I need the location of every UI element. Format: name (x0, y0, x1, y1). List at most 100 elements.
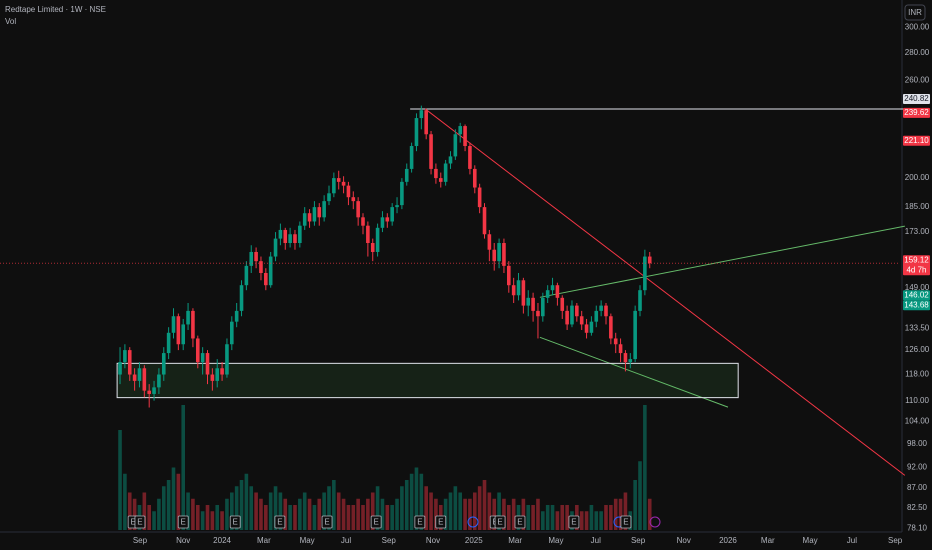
candle-body (385, 217, 390, 222)
currency-label[interactable]: INR (908, 8, 922, 17)
candle-body (502, 243, 506, 266)
candle-body (312, 207, 317, 222)
x-tick-label: Jul (341, 536, 351, 545)
volume-bar (623, 492, 628, 530)
y-tick-label: 300.00 (905, 22, 930, 31)
candle-body (132, 374, 137, 381)
candle-body (570, 305, 574, 325)
earnings-label: E (233, 518, 238, 527)
y-tick-label: 110.00 (905, 396, 929, 405)
earnings-label: E (277, 518, 282, 527)
x-tick-label: 2025 (465, 536, 483, 545)
volume-bar (254, 492, 258, 530)
candle-body (336, 178, 341, 182)
candle-body (127, 350, 132, 375)
y-tick-label: 104.00 (905, 417, 930, 426)
volume-bar (579, 511, 584, 530)
dividend-icon[interactable] (467, 516, 479, 528)
price-label: 159.12 (904, 255, 929, 264)
candle-body (278, 229, 283, 239)
candle-body (575, 305, 579, 317)
x-tick-label: Nov (677, 536, 691, 545)
price-label: 146.02 (904, 290, 929, 299)
candle-body (555, 285, 560, 298)
support-zone (116, 362, 739, 399)
volume-bar (298, 498, 302, 530)
earnings-label: E (517, 518, 522, 527)
split-icon[interactable] (649, 516, 661, 528)
candle-body (589, 321, 594, 333)
volume-bar (195, 505, 200, 530)
candle-body (186, 310, 190, 325)
volume-bar (492, 498, 497, 530)
y-tick-label: 133.50 (905, 324, 930, 333)
candle-body (633, 310, 637, 360)
volume-bar (502, 498, 506, 530)
price-label: 239.62 (904, 108, 929, 117)
volume-bar (332, 480, 336, 530)
price-label-box (903, 300, 930, 311)
candle-body (234, 310, 239, 322)
volume-bar (638, 461, 642, 530)
price-label-box (903, 135, 930, 146)
volume-bar (225, 498, 229, 530)
volume-bar (443, 498, 448, 530)
candle-body (152, 387, 156, 394)
candle-body (210, 374, 215, 381)
y-tick-label: 92.00 (907, 462, 928, 471)
candle-body (448, 156, 453, 164)
volume-bar (482, 480, 487, 530)
volume-bar (244, 473, 249, 530)
candle-body (293, 234, 297, 244)
volume-bar (643, 405, 647, 530)
candle-body (176, 316, 181, 345)
candle-body (118, 362, 122, 375)
candle-body (244, 265, 249, 286)
candle-body (283, 229, 288, 244)
y-tick-label: 149.00 (905, 283, 930, 292)
volume-bar (152, 511, 156, 530)
x-tick-label: Nov (176, 536, 190, 545)
candle-body (191, 310, 195, 339)
x-tick-label: Mar (257, 536, 271, 545)
candle-body (166, 332, 171, 354)
volume-bar (468, 498, 472, 530)
candle-body (259, 261, 263, 273)
volume-bar (336, 492, 341, 530)
candle-body (565, 310, 569, 325)
earnings-label: E (497, 518, 502, 527)
candle-body (322, 201, 326, 218)
volume-bar (594, 511, 599, 530)
volume-bar (560, 505, 565, 530)
candle-body (409, 146, 414, 169)
volume-bar (288, 505, 292, 530)
volume-bar (215, 505, 220, 530)
x-tick-label: Mar (508, 536, 522, 545)
volume-bar (448, 492, 453, 530)
y-tick-label: 82.50 (907, 503, 928, 512)
x-tick-label: May (803, 536, 818, 545)
price-label: 143.68 (904, 300, 929, 309)
candle-body (147, 390, 151, 394)
candle-body (351, 197, 356, 202)
price-label-box (903, 290, 930, 301)
volume-bar (390, 505, 394, 530)
candle-body (171, 316, 176, 333)
currency-button[interactable] (904, 4, 926, 21)
x-tick-label: Nov (426, 536, 440, 545)
x-tick-label: May (300, 536, 315, 545)
earnings-marker (177, 515, 189, 529)
candle-body (254, 251, 258, 262)
candle-body (414, 118, 419, 147)
volume-bar (565, 505, 569, 530)
volume-bar (346, 505, 351, 530)
volume-bar (618, 498, 623, 530)
volume-bar (550, 505, 555, 530)
candle-body (225, 344, 229, 375)
y-tick-label: 200.00 (905, 173, 930, 182)
volume-bar (322, 492, 326, 530)
candle-body (366, 225, 370, 244)
x-tick-label: 2024 (213, 536, 231, 545)
volume-bar (419, 473, 424, 530)
volume-bar (507, 505, 511, 530)
